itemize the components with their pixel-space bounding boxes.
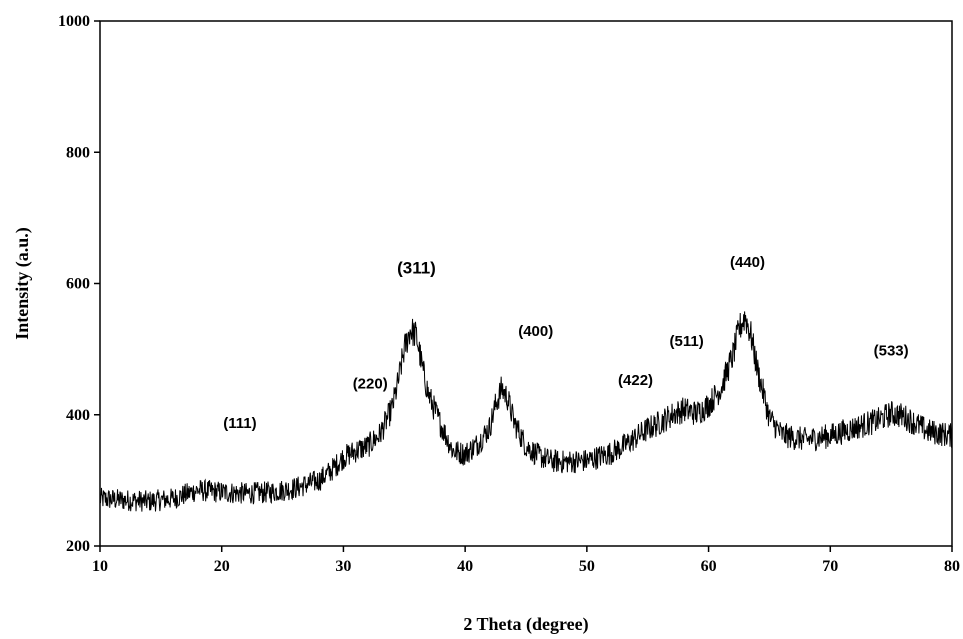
- y-tick-label: 600: [66, 276, 90, 293]
- x-axis: 10 20 30 40 50 60 70 80: [92, 546, 960, 575]
- x-tick-label: 70: [822, 558, 838, 575]
- y-axis-title: Intensity (a.u.): [12, 227, 33, 340]
- x-tick-label: 50: [579, 558, 595, 575]
- x-tick-label: 60: [701, 558, 717, 575]
- x-axis-title: 2 Theta (degree): [463, 614, 588, 635]
- y-tick-label: 800: [66, 144, 90, 161]
- y-axis: 200 400 600 800 1000: [58, 13, 100, 555]
- peak-annotations: (111) (220) (311) (400) (422) (511) (440) (533): [223, 254, 908, 432]
- peak-label: (400): [518, 323, 553, 340]
- peak-label: (311): [397, 259, 436, 278]
- x-tick-label: 10: [92, 558, 108, 575]
- peak-label: (111): [223, 415, 256, 432]
- x-tick-label: 40: [457, 558, 473, 575]
- peak-label: (220): [353, 376, 388, 393]
- y-tick-label: 400: [66, 407, 90, 424]
- peak-label: (422): [618, 372, 653, 389]
- plot-frame: [99, 20, 953, 547]
- y-tick-label: 1000: [58, 13, 90, 30]
- peak-label: (533): [874, 343, 909, 360]
- x-tick-label: 80: [944, 558, 960, 575]
- peak-label: (440): [730, 254, 765, 271]
- x-tick-label: 30: [335, 558, 351, 575]
- y-tick-label: 200: [66, 538, 90, 555]
- intensity-series-line: [99, 311, 953, 512]
- peak-label: (511): [670, 333, 704, 350]
- x-tick-label: 20: [214, 558, 230, 575]
